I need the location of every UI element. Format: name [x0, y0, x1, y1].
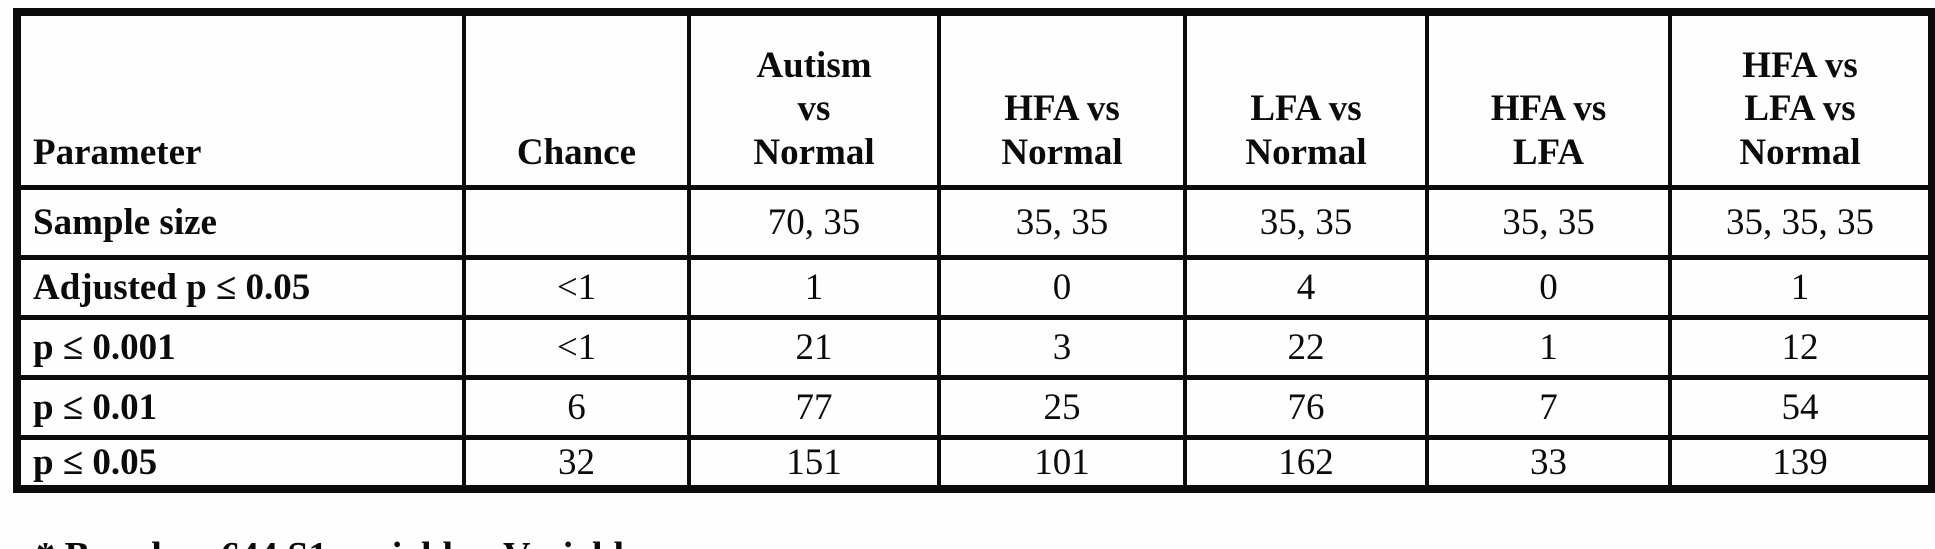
row-label: p ≤ 0.05 [15, 434, 466, 492]
column-header-hfa-vs-lfa-vs-normal: HFA vs LFA vs Normal [1668, 9, 1934, 190]
cell-value: 0 [1425, 254, 1672, 320]
cell-value: 6 [462, 374, 691, 440]
cell-value: 4 [1183, 254, 1429, 320]
row-label: p ≤ 0.01 [15, 374, 466, 440]
cell-value: 35, 35 [937, 184, 1187, 260]
cell-value: 3 [937, 314, 1187, 380]
cell-value [462, 184, 691, 260]
cell-value: 35, 35 [1183, 184, 1429, 260]
cell-value: 35, 35, 35 [1668, 184, 1934, 260]
cell-value: 35, 35 [1425, 184, 1672, 260]
cell-value: 70, 35 [687, 184, 941, 260]
cell-value: 151 [687, 434, 941, 492]
cell-value: 33 [1425, 434, 1672, 492]
row-label: p ≤ 0.001 [15, 314, 466, 380]
cell-value: 1 [687, 254, 941, 320]
cell-value: 77 [687, 374, 941, 440]
cell-value: <1 [462, 254, 691, 320]
cell-value: 1 [1668, 254, 1934, 320]
column-header-hfa-vs-normal: HFA vs Normal [937, 9, 1187, 190]
cell-value: 54 [1668, 374, 1934, 440]
cell-value: 139 [1668, 434, 1934, 492]
cell-value: 21 [687, 314, 941, 380]
cell-value: 32 [462, 434, 691, 492]
cell-value: 12 [1668, 314, 1934, 380]
cell-value: 162 [1183, 434, 1429, 492]
footnote-partial: * Based on 644 S1 variables. Variables [36, 534, 656, 549]
cell-value: 76 [1183, 374, 1429, 440]
cell-value: <1 [462, 314, 691, 380]
row-label: Sample size [15, 184, 466, 260]
cell-value: 22 [1183, 314, 1429, 380]
table-row-p-0-001: p ≤ 0.001 <1 21 3 22 1 12 [15, 314, 1934, 380]
cell-value: 0 [937, 254, 1187, 320]
cell-value: 1 [1425, 314, 1672, 380]
significance-results-table: Parameter Chance Autism vs Normal HFA vs… [13, 8, 1935, 493]
table-row-p-0-01: p ≤ 0.01 6 77 25 76 7 54 [15, 374, 1934, 440]
row-label: Adjusted p ≤ 0.05 [15, 254, 466, 320]
column-header-autism-vs-normal: Autism vs Normal [687, 9, 941, 190]
column-header-parameter: Parameter [15, 9, 466, 190]
cell-value: 25 [937, 374, 1187, 440]
table-row-p-0-05: p ≤ 0.05 32 151 101 162 33 139 [15, 434, 1934, 492]
cell-value: 101 [937, 434, 1187, 492]
cell-value: 7 [1425, 374, 1672, 440]
column-header-hfa-vs-lfa: HFA vs LFA [1425, 9, 1672, 190]
column-header-lfa-vs-normal: LFA vs Normal [1183, 9, 1429, 190]
header-row: Parameter Chance Autism vs Normal HFA vs… [15, 9, 1934, 190]
table-row-sample-size: Sample size 70, 35 35, 35 35, 35 35, 35 … [15, 184, 1934, 260]
column-header-chance: Chance [462, 9, 691, 190]
table-row-adjusted-p-0-05: Adjusted p ≤ 0.05 <1 1 0 4 0 1 [15, 254, 1934, 320]
